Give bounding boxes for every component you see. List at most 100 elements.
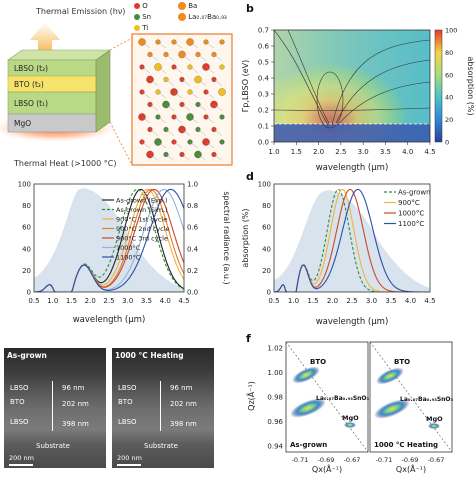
d-legend-label: 1000°C — [398, 210, 424, 218]
sem-scalebar-left — [9, 464, 33, 466]
c-ytick-label: 40 — [22, 245, 31, 253]
d-ytick-label: 20 — [262, 267, 271, 275]
sem-image-heated: 1000 °C Heating LBSO BTO LBSO 96 nm 202 … — [112, 348, 214, 468]
sem-substrate-left: Substrate — [36, 442, 70, 450]
b-xtick-label: 1.0 — [268, 148, 279, 156]
c-yrtick-label: 1.0 — [187, 181, 198, 189]
f-ylabel: Qz(Å⁻¹) — [245, 381, 256, 411]
colorbar — [434, 29, 443, 143]
b-colorbar-tick: 40 — [445, 94, 453, 102]
c-series-line — [34, 188, 184, 292]
d-radiance-area — [274, 190, 430, 292]
rsm-right-mgo-spot — [428, 423, 440, 429]
lattice-bond — [181, 104, 191, 111]
lattice-bond — [197, 79, 207, 86]
rsm-right-bto-spot — [376, 367, 404, 385]
c-legend-label: As-grown (Exp.) — [116, 197, 168, 205]
lattice-bond — [181, 154, 191, 161]
d-xtick-label: 2.0 — [327, 297, 338, 305]
b-ylabel: Γp,LBSO (eV) — [241, 60, 250, 112]
legend-ba: Ba — [188, 2, 198, 10]
f-xtick-label: -0.69 — [318, 456, 335, 464]
c-ytick-label: 0 — [27, 289, 31, 297]
b-xtick-label: 3.5 — [380, 148, 391, 156]
lattice-bond — [165, 154, 175, 161]
c-xlabel: wavelength (μm) — [73, 315, 146, 325]
lattice-bond — [165, 79, 175, 86]
b-ytick-label: 0.7 — [258, 27, 269, 35]
lattice-bond — [181, 54, 191, 61]
c-series-line — [34, 188, 184, 292]
lattice-bond — [165, 129, 175, 136]
lattice-bond — [149, 154, 159, 161]
c-yrtick-label: 0.2 — [187, 267, 198, 275]
c-xtick-label: 3.0 — [122, 297, 133, 305]
rsm-right-lbso-spot — [374, 399, 410, 419]
b-ytick-label: 0.2 — [258, 107, 269, 115]
c-xtick-label: 1.5 — [66, 297, 77, 305]
sem-dim-line-right — [160, 381, 161, 431]
rsm-left-lbso-spot — [290, 398, 326, 418]
c-legend-label: 1000°C — [116, 244, 141, 252]
d-xtick-label: 3.5 — [385, 297, 396, 305]
d-xtick-label: 0.5 — [268, 297, 279, 305]
b-xlabel: wavelength (μm) — [316, 163, 389, 173]
lattice-bond — [157, 91, 167, 99]
lattice-bond — [189, 141, 199, 149]
c-ytick-label: 80 — [22, 202, 31, 210]
c-yrtick-label: 0.0 — [187, 289, 198, 297]
lattice-bond — [205, 66, 215, 74]
sem-dim-line-left — [52, 381, 53, 431]
b-colorbar-tick: 20 — [445, 116, 453, 124]
c-ylabel-right: spectral radiance (a.u.) — [222, 191, 231, 284]
sem-thick-right-1: 96 nm — [170, 384, 193, 392]
sem-layer-right-3: LBSO — [118, 418, 137, 426]
layer-stack — [7, 49, 111, 133]
lattice-bond — [197, 129, 207, 136]
la-ba-atom-icon — [178, 13, 186, 21]
lattice-bond — [213, 104, 223, 111]
lattice-bond — [213, 129, 223, 136]
legend-laba: La₀.₀₇Ba₀.₉₃ — [188, 13, 227, 21]
c-series-line — [34, 188, 184, 292]
d-legend-label: 1100°C — [398, 220, 424, 228]
lattice-bond — [173, 41, 183, 49]
lattice-bond — [181, 79, 191, 86]
d-xlabel: wavelength (μm) — [316, 317, 389, 327]
c-series-line — [34, 188, 184, 292]
panel-b: b — [238, 0, 474, 178]
f-xtick-label: -0.67 — [344, 456, 361, 464]
sem-layer-right-1: LBSO — [118, 384, 137, 392]
sem-layer-left-3: LBSO — [10, 418, 29, 426]
thermal-emission-label: Thermal Emission (hν) — [35, 7, 125, 16]
b-ytick-label: 0.1 — [258, 123, 269, 131]
barium-atom-icon — [178, 2, 186, 10]
lattice-bond — [189, 66, 199, 74]
oxygen-atom-icon — [134, 3, 140, 9]
d-xtick-label: 4.0 — [405, 297, 416, 305]
lattice-bond — [197, 104, 207, 111]
lattice-bond — [165, 54, 175, 61]
f-xtick-label: -0.71 — [292, 456, 309, 464]
lattice-bond — [173, 116, 183, 124]
f-ytick-label: 0.94 — [267, 443, 283, 451]
b-xtick-label: 4.5 — [424, 148, 435, 156]
lattice-bond — [189, 41, 199, 49]
legend-o: O — [142, 2, 148, 10]
sem-title-left: As-grown — [7, 351, 47, 360]
d-ytick-label: 0 — [267, 289, 271, 297]
d-xtick-label: 1.5 — [307, 297, 318, 305]
c-yrtick-label: 0.6 — [187, 224, 199, 232]
b-ytick-label: 0.5 — [258, 59, 269, 67]
f-ytick-label: 1.00 — [267, 369, 283, 377]
f-xtick-label: -0.67 — [428, 456, 445, 464]
lattice-bond — [141, 41, 151, 49]
b-colorbar-tick: 80 — [445, 49, 453, 57]
c-ytick-label: 60 — [22, 224, 31, 232]
sem-layer-right-2: BTO — [118, 398, 133, 406]
d-xtick-label: 4.5 — [424, 297, 435, 305]
c-legend-label: 900°C 1st cycle — [116, 216, 167, 224]
lattice-bond — [157, 41, 167, 49]
lattice-atom — [219, 114, 225, 120]
panel-label-d: d — [246, 170, 254, 183]
